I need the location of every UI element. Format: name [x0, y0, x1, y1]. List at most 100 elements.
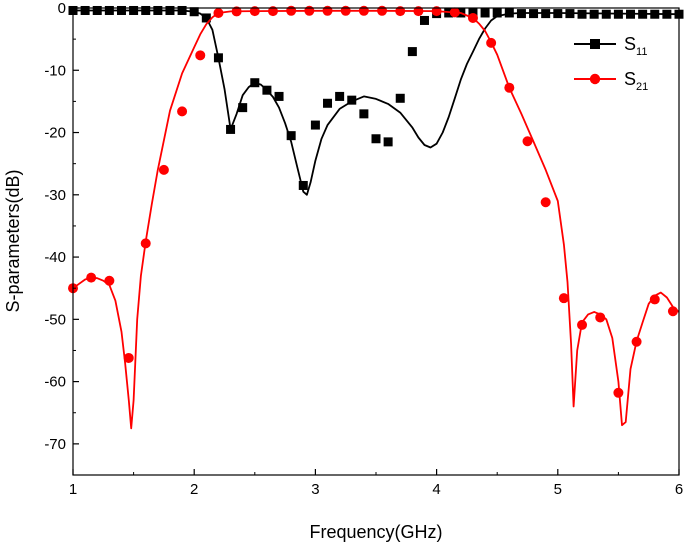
data-point-s21	[595, 312, 606, 323]
x-tick-label: 3	[311, 481, 319, 498]
data-point-s21	[504, 82, 515, 93]
data-point-s11	[407, 47, 417, 57]
data-point-s11	[335, 91, 345, 101]
x-tick-label: 6	[675, 481, 683, 498]
data-point-s11	[359, 109, 369, 119]
data-point-s11	[189, 7, 199, 17]
data-point-s21	[431, 6, 442, 17]
legend-item-s21: S21	[574, 69, 648, 93]
legend-swatch-s11-marker	[590, 39, 600, 49]
data-point-s11	[383, 137, 393, 147]
x-tick-label: 5	[554, 481, 562, 498]
data-point-s11	[92, 5, 102, 15]
data-point-s21	[413, 6, 424, 17]
y-axis-title: S-parameters(dB)	[3, 169, 23, 312]
data-point-s21	[395, 6, 406, 17]
y-tick-label: -60	[44, 374, 66, 391]
data-point-s11	[553, 9, 563, 19]
y-tick-label: 0	[58, 0, 66, 17]
data-point-s11	[529, 9, 539, 19]
data-point-s11	[80, 5, 90, 15]
data-point-s21	[667, 306, 678, 317]
x-tick-label: 1	[69, 481, 77, 498]
data-point-s11	[323, 98, 333, 108]
data-point-s11	[480, 8, 490, 18]
data-point-s11	[626, 9, 636, 19]
data-point-s21	[158, 164, 169, 175]
y-tick-label: -30	[44, 187, 66, 204]
y-tick-label: -70	[44, 436, 66, 453]
x-tick-label: 4	[432, 481, 440, 498]
data-point-s11	[201, 13, 211, 23]
data-point-s21	[267, 6, 278, 17]
data-point-s11	[395, 93, 405, 103]
data-point-s21	[558, 293, 569, 304]
y-tick-label: -20	[44, 125, 66, 142]
data-point-s21	[304, 5, 315, 16]
data-point-s11	[516, 9, 526, 19]
data-point-s11	[565, 9, 575, 19]
series-line-s11	[73, 9, 680, 196]
x-tick-label: 2	[190, 481, 198, 498]
x-axis-title: Frequency(GHz)	[309, 522, 442, 542]
legend-swatch-s21-marker	[589, 73, 601, 85]
data-point-s11	[347, 95, 357, 105]
data-point-s11	[662, 9, 672, 19]
data-point-s21	[631, 336, 642, 347]
data-point-s21	[613, 387, 624, 398]
data-point-s21	[340, 5, 351, 16]
legend-label-s11-sub: 11	[636, 46, 647, 58]
data-point-s11	[589, 9, 599, 19]
data-point-s21	[123, 352, 134, 363]
data-point-s21	[540, 197, 551, 208]
data-point-s21	[231, 6, 242, 17]
series-layer	[68, 5, 684, 430]
data-point-s11	[650, 9, 660, 19]
data-point-s21	[104, 275, 115, 286]
y-tick-label: -40	[44, 249, 66, 266]
data-point-s11	[298, 180, 308, 190]
data-point-s11	[116, 5, 126, 15]
data-point-s11	[601, 9, 611, 19]
data-point-s21	[358, 5, 369, 16]
legend-label-s21-sub: 21	[636, 81, 648, 93]
data-point-s11	[262, 85, 272, 95]
data-point-s11	[165, 5, 175, 15]
plot-background	[73, 8, 679, 475]
data-point-s21	[522, 136, 533, 147]
data-point-s11	[177, 5, 187, 15]
data-point-s11	[577, 9, 587, 19]
data-point-s21	[467, 12, 478, 23]
data-point-s21	[649, 294, 660, 305]
data-point-s21	[195, 50, 206, 61]
data-point-s21	[449, 7, 460, 18]
data-point-s11	[250, 78, 260, 88]
y-tick-label: -10	[44, 62, 66, 79]
data-point-s11	[286, 131, 296, 141]
legend-label-s21-main: S	[624, 69, 636, 89]
data-point-s11	[238, 103, 248, 113]
data-point-s11	[541, 9, 551, 19]
data-point-s21	[249, 6, 260, 17]
data-point-s21	[577, 319, 588, 330]
data-point-s21	[140, 238, 151, 249]
legend-label-s21: S21	[624, 69, 648, 93]
legend: S11 S21	[574, 34, 648, 93]
data-point-s11	[310, 120, 320, 130]
data-point-s21	[286, 5, 297, 16]
data-point-s21	[86, 272, 97, 283]
data-point-s11	[419, 15, 429, 25]
data-point-s11	[444, 8, 454, 18]
legend-label-s11: S11	[624, 34, 647, 58]
data-point-s21	[322, 5, 333, 16]
data-point-s11	[226, 124, 236, 134]
ticks-layer: 1 2 3 4 5 6 0 -10 -20 -30 -40 -50 -60 -70	[44, 0, 683, 498]
data-point-s11	[613, 9, 623, 19]
data-point-s11	[492, 8, 502, 18]
data-point-s11	[213, 53, 223, 63]
data-point-s11	[129, 5, 139, 15]
data-point-s11	[141, 5, 151, 15]
data-point-s21	[486, 37, 497, 48]
data-point-s21	[177, 106, 188, 117]
